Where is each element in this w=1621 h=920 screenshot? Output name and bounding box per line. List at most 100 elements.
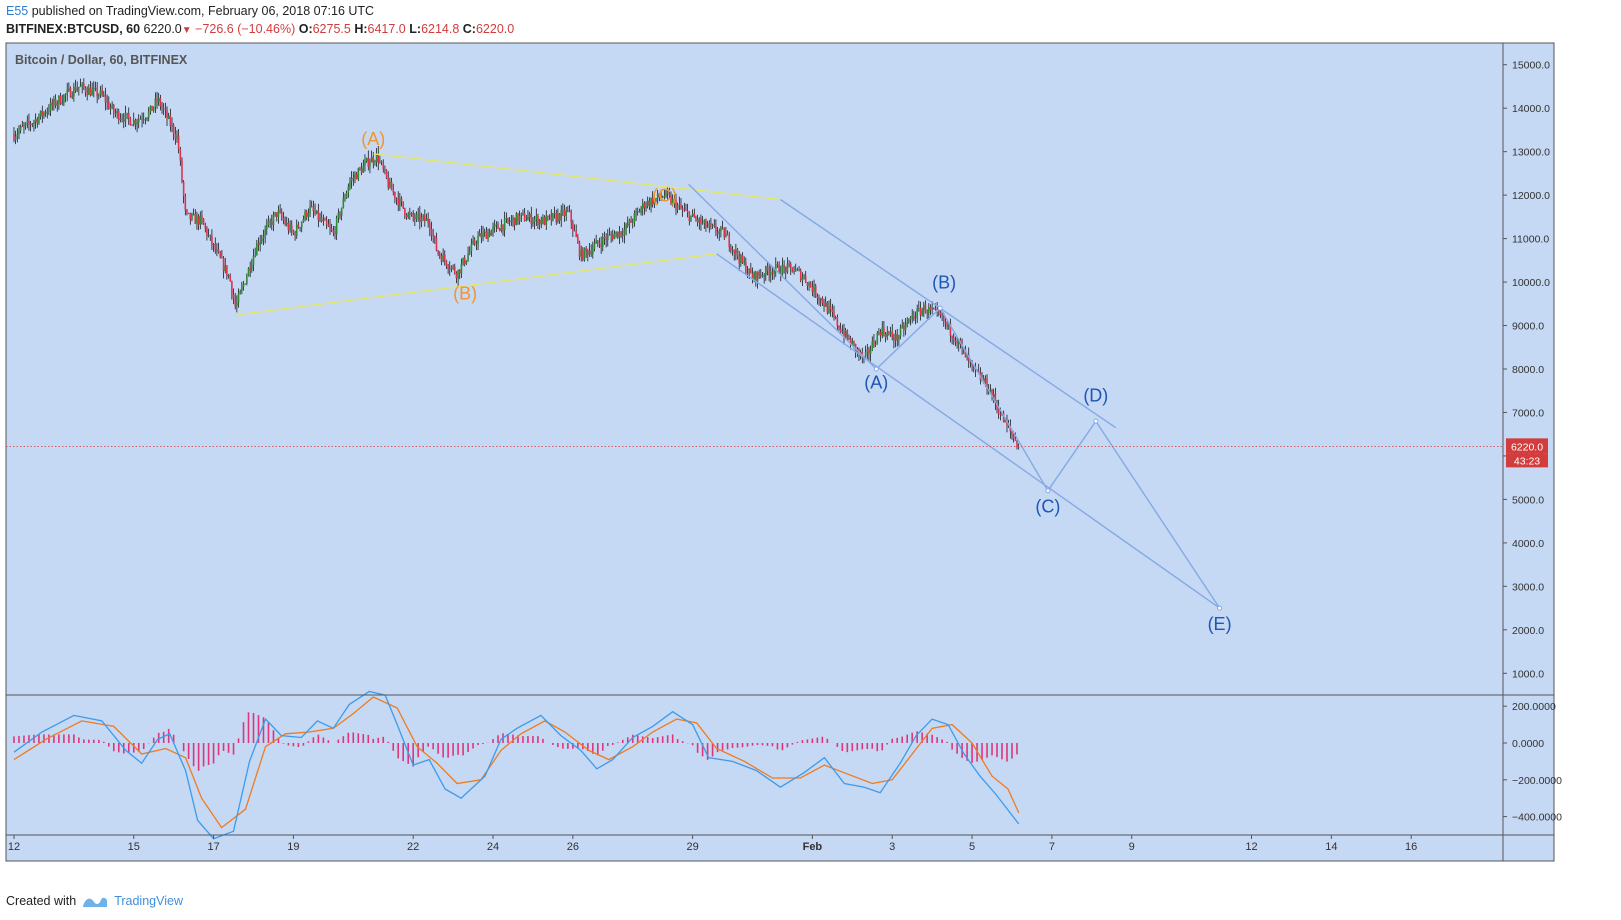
candle-body — [715, 225, 717, 233]
candle-body — [755, 272, 757, 282]
wave-label-blue: (C) — [1035, 496, 1060, 516]
candle-body — [224, 265, 227, 272]
candle-body — [362, 165, 365, 173]
candle-body — [741, 255, 744, 263]
candle-body — [779, 273, 782, 275]
candle-body — [19, 126, 22, 131]
macd-tick-label: −400.0000 — [1512, 812, 1562, 824]
candle-body — [1009, 426, 1012, 432]
candle-body — [487, 232, 489, 240]
candle-body — [918, 308, 920, 309]
candle-body — [824, 302, 827, 307]
candle-body — [665, 190, 667, 197]
tradingview-brand-link[interactable]: TradingView — [114, 894, 183, 908]
yellow-trendline[interactable] — [373, 153, 781, 201]
candle-body — [801, 277, 804, 281]
candle-body — [512, 217, 514, 221]
candle-body — [277, 210, 280, 217]
candle-body — [600, 244, 602, 247]
plot-background — [6, 43, 1554, 861]
candle-body — [706, 226, 709, 228]
candle-body — [63, 95, 65, 103]
candle-body — [651, 198, 654, 205]
candle-body — [437, 250, 439, 254]
candle-body — [889, 331, 892, 334]
candle-body — [319, 217, 321, 221]
candle-body — [503, 218, 506, 231]
candle-body — [735, 249, 737, 254]
candle-body — [873, 341, 875, 346]
candle-body — [538, 219, 541, 226]
candle-body — [312, 206, 315, 212]
candle-body — [176, 135, 178, 139]
candle-body — [305, 211, 308, 217]
wave-labels: (A) (B) (C) (A) (B) (C) (D) (E) — [361, 129, 1231, 634]
blue-trendline[interactable] — [688, 183, 1221, 609]
candle-body — [528, 213, 531, 218]
candle-body — [914, 318, 917, 319]
candle-body — [553, 213, 556, 215]
candle-body — [751, 273, 754, 280]
candle-body — [414, 217, 416, 220]
candle-body — [906, 321, 908, 325]
candle-body — [726, 234, 729, 236]
candle-body — [545, 216, 548, 225]
candle-body — [626, 224, 629, 226]
candle-body — [660, 197, 662, 199]
candle-body — [1014, 438, 1017, 441]
candle-body — [247, 268, 250, 277]
candle-body — [908, 319, 910, 322]
candle-body — [966, 355, 968, 358]
candle-body — [104, 95, 107, 103]
candle-body — [229, 275, 232, 282]
candle-body — [442, 254, 444, 262]
candle-body — [683, 209, 686, 211]
candle-body — [377, 153, 380, 163]
candle-body — [532, 221, 534, 225]
candle-body — [671, 199, 674, 204]
candle-body — [264, 229, 266, 237]
candle-body — [294, 233, 296, 236]
candle-body — [137, 119, 140, 123]
candle-body — [369, 162, 371, 167]
candle-body — [550, 215, 553, 221]
candle-body — [379, 161, 381, 163]
candle-body — [249, 268, 251, 271]
candle-body — [523, 213, 526, 221]
candle-body — [678, 204, 681, 206]
candle-body — [730, 247, 732, 251]
blue-trendline[interactable] — [716, 253, 1221, 609]
candle-body — [480, 233, 483, 239]
candle-body — [891, 331, 894, 338]
candle-body — [765, 266, 767, 277]
candle-body — [828, 306, 830, 313]
blue-trendline[interactable] — [780, 198, 1117, 429]
open-label: O: — [298, 22, 313, 36]
candle-body — [952, 337, 955, 342]
price-tick-label: 15000.0 — [1512, 60, 1550, 72]
candle-body — [272, 215, 275, 225]
candle-body — [923, 304, 925, 311]
candle-body — [370, 156, 373, 163]
candle-body — [261, 238, 263, 242]
candle-body — [552, 213, 554, 221]
candle-body — [625, 224, 627, 230]
candle-body — [259, 241, 261, 246]
candle-body — [941, 315, 943, 316]
author-link[interactable]: E55 — [6, 4, 29, 18]
candle-body — [924, 304, 927, 313]
candle-body — [395, 198, 398, 200]
candle-body — [121, 118, 123, 120]
trendlines[interactable] — [237, 153, 1223, 611]
candle-body — [838, 325, 840, 329]
yellow-trendline[interactable] — [237, 253, 717, 316]
down-triangle-icon: ▼ — [181, 25, 192, 36]
candle-body — [365, 158, 368, 162]
candle-body — [242, 283, 245, 287]
candle-body — [458, 269, 461, 274]
candle-body — [367, 158, 370, 167]
candle-body — [335, 218, 338, 235]
candle-body — [698, 218, 701, 223]
candle-body — [540, 219, 543, 224]
